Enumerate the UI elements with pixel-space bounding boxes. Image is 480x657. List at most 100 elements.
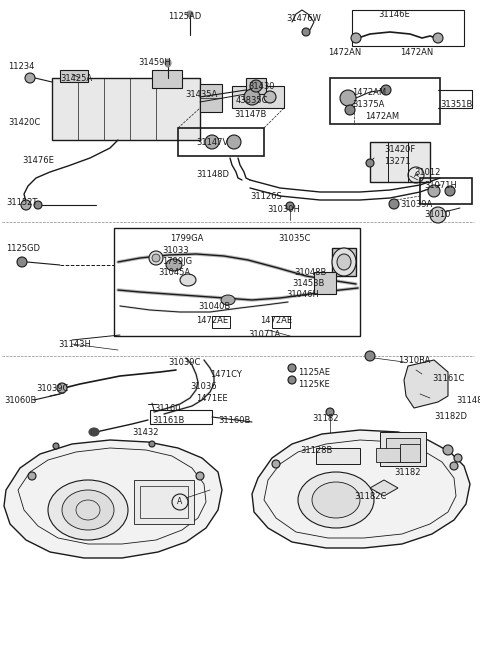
Ellipse shape (205, 135, 219, 149)
Text: 1799JG: 1799JG (162, 257, 192, 266)
Bar (400, 444, 420, 462)
Text: 31035C: 31035C (278, 234, 311, 243)
Ellipse shape (264, 91, 276, 103)
Bar (232, 86, 284, 108)
Ellipse shape (288, 376, 296, 384)
Text: A: A (178, 497, 182, 507)
Text: 31375A: 31375A (352, 100, 384, 109)
Text: 1125KE: 1125KE (298, 380, 330, 389)
Ellipse shape (180, 274, 196, 286)
Bar (332, 248, 356, 276)
Text: 1125GD: 1125GD (6, 244, 40, 253)
Text: 31033: 31033 (162, 246, 189, 255)
Bar (420, 178, 472, 204)
Text: 31039C: 31039C (36, 384, 68, 393)
Ellipse shape (25, 73, 35, 83)
Text: 31060B: 31060B (4, 396, 36, 405)
Text: 1472AM: 1472AM (352, 88, 386, 97)
Ellipse shape (443, 445, 453, 455)
Ellipse shape (149, 251, 163, 265)
Ellipse shape (48, 480, 128, 540)
Polygon shape (4, 440, 222, 558)
Ellipse shape (244, 89, 260, 105)
Text: 31432: 31432 (132, 428, 158, 437)
Ellipse shape (34, 201, 42, 209)
Text: 31182D: 31182D (434, 412, 467, 421)
Text: 1472AN: 1472AN (400, 48, 433, 57)
Bar (52, 78, 200, 140)
Bar (246, 78, 266, 94)
Ellipse shape (302, 28, 310, 36)
Bar (376, 448, 400, 462)
Ellipse shape (326, 408, 334, 416)
Ellipse shape (351, 33, 361, 43)
Text: 31126S: 31126S (250, 192, 282, 201)
Ellipse shape (428, 185, 440, 197)
Text: 1471EE: 1471EE (196, 394, 228, 403)
Text: 31071H: 31071H (424, 181, 457, 190)
Text: 1472AE: 1472AE (196, 316, 228, 325)
Ellipse shape (430, 207, 446, 223)
Text: 31453B: 31453B (292, 279, 324, 288)
Text: 31012: 31012 (414, 168, 440, 177)
Ellipse shape (381, 85, 391, 95)
Bar (330, 78, 440, 124)
Bar (316, 448, 360, 464)
Ellipse shape (389, 199, 399, 209)
Ellipse shape (152, 254, 160, 262)
Text: 1472AM: 1472AM (365, 112, 399, 121)
Text: 31143H: 31143H (58, 340, 91, 349)
Bar (140, 486, 188, 518)
Bar (60, 70, 88, 82)
Ellipse shape (57, 383, 67, 393)
Polygon shape (252, 430, 470, 548)
Ellipse shape (337, 254, 351, 270)
Ellipse shape (149, 441, 155, 447)
Text: 31071A: 31071A (248, 330, 280, 339)
Ellipse shape (53, 443, 59, 449)
Ellipse shape (221, 295, 235, 305)
Text: 31351B: 31351B (440, 100, 472, 109)
Text: 31459H: 31459H (138, 58, 171, 67)
Text: 13271: 13271 (384, 157, 410, 166)
Text: 1472AN: 1472AN (328, 48, 361, 57)
Text: 31420C: 31420C (8, 118, 40, 127)
Bar (380, 432, 426, 466)
Text: 1125AD: 1125AD (168, 12, 201, 21)
Text: 31040B: 31040B (198, 302, 230, 311)
Ellipse shape (227, 135, 241, 149)
Text: 31160B: 31160B (218, 416, 251, 425)
Ellipse shape (288, 364, 296, 372)
Ellipse shape (345, 105, 355, 115)
Text: 1472AE: 1472AE (260, 316, 292, 325)
Text: 31152T: 31152T (6, 198, 37, 207)
Text: 31128B: 31128B (300, 446, 332, 455)
Ellipse shape (187, 11, 193, 17)
Ellipse shape (312, 482, 360, 518)
Text: 11234: 11234 (8, 62, 35, 71)
Text: 31048B: 31048B (294, 268, 326, 277)
Text: 31039A: 31039A (400, 200, 432, 209)
Ellipse shape (166, 259, 182, 271)
Text: 31148D: 31148D (196, 170, 229, 179)
Text: 31039C: 31039C (168, 358, 200, 367)
Ellipse shape (450, 462, 458, 470)
Text: 31476W: 31476W (286, 14, 321, 23)
Text: 31430: 31430 (248, 82, 275, 91)
Ellipse shape (21, 200, 31, 210)
Ellipse shape (89, 428, 99, 436)
Text: 31161C: 31161C (432, 374, 464, 383)
Bar (352, 10, 464, 46)
Text: 1125AE: 1125AE (298, 368, 330, 377)
Bar (370, 142, 430, 182)
Ellipse shape (28, 472, 36, 480)
Text: 31182C: 31182C (354, 492, 386, 501)
Bar (150, 410, 212, 424)
Text: 31146E: 31146E (378, 10, 410, 19)
Ellipse shape (332, 248, 356, 276)
Bar (314, 272, 336, 294)
Ellipse shape (340, 90, 356, 106)
Ellipse shape (196, 472, 204, 480)
Text: 31030H: 31030H (267, 205, 300, 214)
Ellipse shape (286, 202, 294, 210)
